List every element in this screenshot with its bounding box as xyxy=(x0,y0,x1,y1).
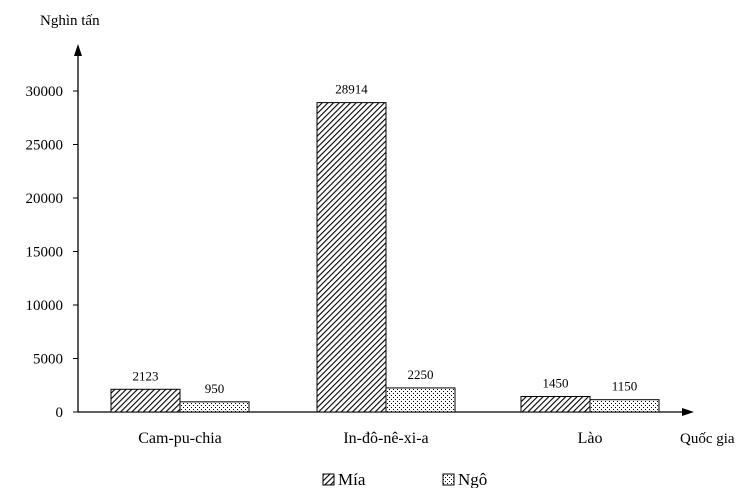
bars xyxy=(110,102,660,413)
legend: Mía Ngô xyxy=(322,470,487,488)
data-label-mia: 2123 xyxy=(133,368,159,383)
x-axis-arrow-icon xyxy=(682,408,694,416)
data-labels: 2123 950 28914 2250 1450 1150 xyxy=(133,82,638,396)
legend-label-mia: Mía xyxy=(338,470,366,488)
bar-mia xyxy=(110,388,181,413)
data-label-mia: 1450 xyxy=(543,375,569,390)
y-axis-arrow-icon xyxy=(74,44,82,56)
legend-label-ngo: Ngô xyxy=(458,470,487,488)
legend-swatch-ngo xyxy=(442,473,455,486)
y-axis-title: Nghìn tấn xyxy=(40,13,100,29)
y-tick-label: 5000 xyxy=(33,352,63,368)
data-label-ngo: 2250 xyxy=(408,367,434,382)
data-label-mia: 28914 xyxy=(335,82,368,97)
y-tick-label: 0 xyxy=(56,405,64,421)
y-tick-label: 15000 xyxy=(26,245,64,261)
y-ticks: 0 5000 10000 15000 20000 25000 30000 xyxy=(26,84,78,421)
bar-mia xyxy=(520,395,591,413)
x-axis-title: Quốc gia xyxy=(680,431,735,447)
data-label-ngo: 950 xyxy=(205,381,225,396)
y-tick-label: 20000 xyxy=(26,191,64,207)
x-axis: Quốc gia Cam-pu-chia In-đô-nê-xi-a Lào xyxy=(78,408,735,447)
bar-ngo xyxy=(385,387,456,413)
bar-ngo xyxy=(179,401,250,413)
y-tick-label: 30000 xyxy=(26,84,64,100)
category-label: In-đô-nê-xi-a xyxy=(343,430,428,447)
y-tick-label: 10000 xyxy=(26,298,64,314)
y-tick-label: 25000 xyxy=(26,138,64,154)
y-axis: Nghìn tấn 0 5000 10000 15000 20000 25000 30000 xyxy=(26,13,101,421)
legend-swatch-mia xyxy=(322,473,335,486)
category-labels: Cam-pu-chia In-đô-nê-xi-a Lào xyxy=(138,430,602,447)
data-label-ngo: 1150 xyxy=(612,379,638,394)
category-label: Lào xyxy=(578,430,603,447)
category-label: Cam-pu-chia xyxy=(138,430,222,447)
bar-mia xyxy=(316,102,387,413)
bar-ngo xyxy=(589,399,660,413)
